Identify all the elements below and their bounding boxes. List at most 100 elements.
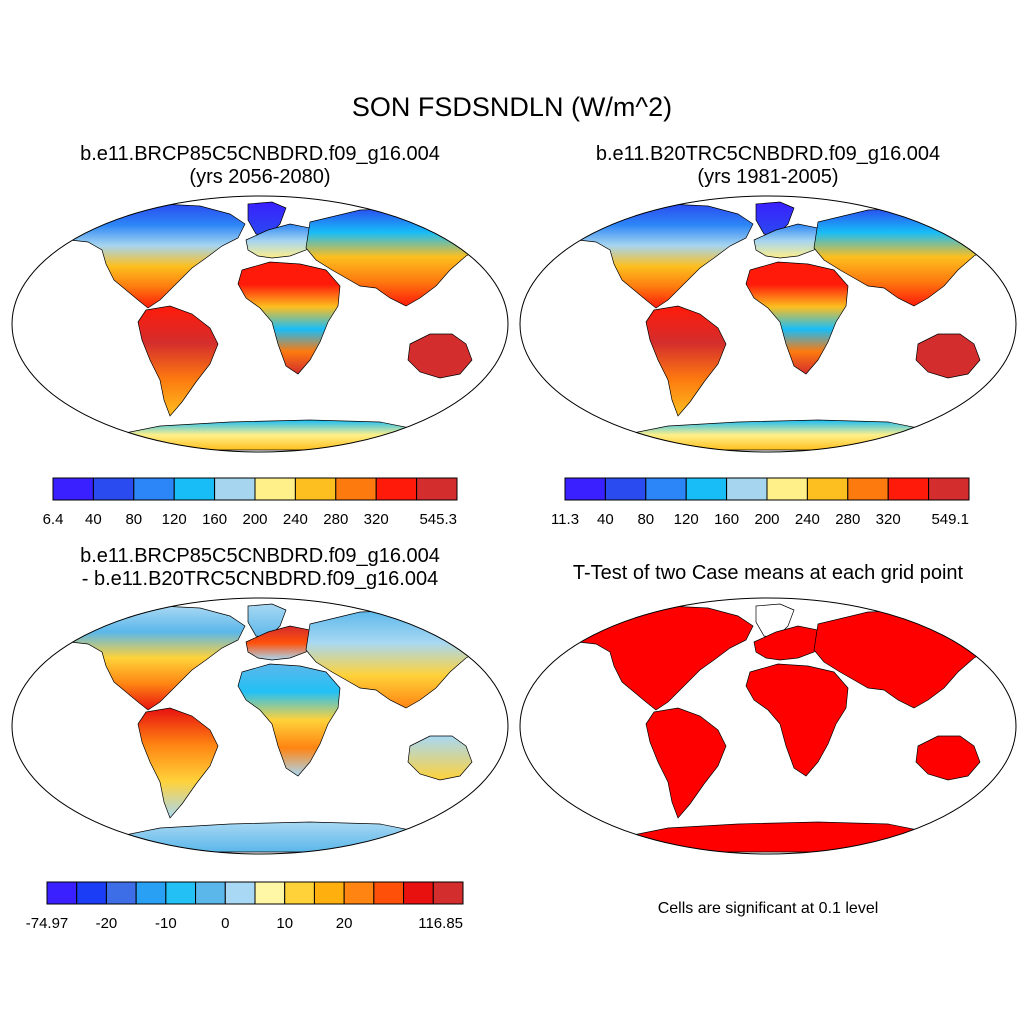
panel-3-colorbar-swatch <box>135 881 167 905</box>
panel-3-colorbar-swatch <box>403 881 434 905</box>
panel-1-globe-outline <box>11 195 509 453</box>
panel-2-colorbar-swatch <box>604 477 647 501</box>
panel-1-colorbar-label: 240 <box>283 511 308 528</box>
panel-3-title-line1: b.e11.BRCP85C5CNBDRD.f09_g16.004 <box>80 545 440 567</box>
panel-4-map <box>519 597 1017 855</box>
panel-3-colorbar-swatch <box>254 881 286 905</box>
figure-title: SON FSDSNDLN (W/m^2) <box>351 92 673 122</box>
panel-2-colorbar-label: 240 <box>795 511 820 528</box>
significance-note: Cells are significant at 0.1 level <box>657 900 879 917</box>
panel-1-colorbar-swatch <box>173 477 216 501</box>
panel-2-colorbar-label: 549.1 <box>931 511 969 528</box>
panel-3-europe-shape <box>245 625 317 661</box>
panel-3-title-line2: - b.e11.B20TRC5CNBDRD.f09_g16.004 <box>81 568 439 590</box>
panel-3-map <box>11 597 509 855</box>
panel-1-colorbar-swatch <box>335 477 377 501</box>
panel-3-colorbar-swatch <box>105 881 137 905</box>
panel-2-colorbar-swatch <box>645 477 687 501</box>
panel-1-colorbar-swatch <box>214 477 256 501</box>
panel-1-colorbar-swatch <box>375 477 418 501</box>
panel-4-title-line1: T-Test of two Case means at each grid po… <box>572 562 964 584</box>
panel-1-antarctica-shape <box>109 419 421 451</box>
panel-1-colorbar-label: 6.4 <box>43 511 64 528</box>
panel-2-globe-outline <box>519 195 1017 453</box>
panel-1-colorbar: 6.4 40 80 120 160 200 240 280 320 545.3 <box>43 477 458 528</box>
panel-2-colorbar-label: 120 <box>674 511 699 528</box>
panel-2-antarctica-shape <box>617 419 929 451</box>
panel-3-antarctica-shape <box>109 821 421 853</box>
panel-4-title: T-Test of two Case means at each grid po… <box>528 562 1008 585</box>
panel-4-samerica-shape <box>645 707 727 819</box>
panel-4-antarctica-shape <box>617 821 929 853</box>
panel-3-colorbar-swatch <box>76 881 107 905</box>
panel-2-colorbar-label: 80 <box>637 511 654 528</box>
panel-2-colorbar-swatch <box>564 477 606 501</box>
panel-4-australia-shape <box>915 735 981 781</box>
panel-1-title-line1: b.e11.BRCP85C5CNBDRD.f09_g16.004 <box>80 143 440 165</box>
panel-2-samerica-shape <box>645 305 727 417</box>
panel-3-colorbar-swatch <box>46 881 78 905</box>
panel-2-colorbar-label: 200 <box>754 511 779 528</box>
panel-1-colorbar-swatch <box>254 477 296 501</box>
panel-1-colorbar-swatch <box>294 477 337 501</box>
panel-4-namerica-shape <box>557 605 754 711</box>
panel-3-colorbar-label: -20 <box>96 915 118 932</box>
panel-3-colorbar-swatch <box>195 881 226 905</box>
panel-2-colorbar-label: 320 <box>876 511 901 528</box>
panel-2-colorbar-swatch <box>928 477 970 501</box>
panel-1-colorbar-swatch <box>52 477 94 501</box>
panel-2-title: b.e11.B20TRC5CNBDRD.f09_g16.004 (yrs 198… <box>528 143 1008 189</box>
panel-1-colorbar-label: 280 <box>323 511 348 528</box>
panel-3-globe-outline <box>11 597 509 855</box>
panel-1-europe-shape <box>245 223 317 259</box>
panel-3-colorbar: -74.97 -20 -10 0 10 20 116.85 <box>26 881 464 932</box>
panel-2-colorbar-label: 40 <box>597 511 614 528</box>
panel-2-colorbar-label: 160 <box>714 511 739 528</box>
panel-2-colorbar-swatch <box>806 477 849 501</box>
panel-1-colorbar-label: 160 <box>202 511 227 528</box>
panel-1-colorbar-label: 80 <box>125 511 142 528</box>
panel-1-map <box>11 195 509 453</box>
panel-3-colorbar-label: 20 <box>336 915 353 932</box>
panel-3-colorbar-swatch <box>165 881 197 905</box>
panel-1-colorbar-label: 40 <box>85 511 102 528</box>
panel-3-colorbar-label: -10 <box>155 915 177 932</box>
panel-2-colorbar-swatch <box>766 477 808 501</box>
panel-1-australia-shape <box>407 333 473 379</box>
panel-1-namerica-shape <box>49 203 246 309</box>
panel-1-colorbar-swatch <box>133 477 175 501</box>
panel-2-colorbar: 11.3 40 80 120 160 200 240 280 320 549.1 <box>551 477 970 528</box>
panel-3-samerica-shape <box>137 707 219 819</box>
panel-2-africa-shape <box>745 261 849 375</box>
panel-3-title: b.e11.BRCP85C5CNBDRD.f09_g16.004 - b.e11… <box>20 545 500 591</box>
panel-1-title-line2: (yrs 2056-2080) <box>189 166 331 188</box>
panel-3-colorbar-label: 10 <box>276 915 293 932</box>
panel-4-europe-shape <box>753 625 825 661</box>
panel-3-africa-shape <box>237 663 341 777</box>
panel-3-colorbar-swatch <box>343 881 375 905</box>
panel-3-colorbar-label: 0 <box>221 915 229 932</box>
panel-2-colorbar-swatch <box>847 477 889 501</box>
panel-2-map <box>519 195 1017 453</box>
panel-4-globe-outline <box>519 597 1017 855</box>
panel-3-colorbar-swatch <box>224 881 256 905</box>
panel-1-samerica-shape <box>137 305 219 417</box>
panel-1-colorbar-label: 545.3 <box>419 511 457 528</box>
panel-2-colorbar-label: 11.3 <box>551 511 579 528</box>
panel-3-colorbar-swatch <box>373 881 405 905</box>
panel-3-colorbar-swatch <box>432 881 464 905</box>
panel-2-colorbar-swatch <box>887 477 930 501</box>
panel-3-australia-shape <box>407 735 473 781</box>
panel-4-africa-shape <box>745 663 849 777</box>
panel-3-namerica-shape <box>49 605 246 711</box>
panel-2-title-line1: b.e11.B20TRC5CNBDRD.f09_g16.004 <box>595 143 941 165</box>
panel-1-africa-shape <box>237 261 341 375</box>
panel-2-australia-shape <box>915 333 981 379</box>
panel-1-colorbar-swatch <box>92 477 135 501</box>
panel-2-colorbar-label: 280 <box>835 511 860 528</box>
panel-1-title: b.e11.BRCP85C5CNBDRD.f09_g16.004 (yrs 20… <box>20 143 500 189</box>
panel-1-colorbar-label: 120 <box>162 511 187 528</box>
panel-3-colorbar-swatch <box>313 881 345 905</box>
panel-2-namerica-shape <box>557 203 754 309</box>
panel-1-colorbar-label: 320 <box>364 511 389 528</box>
